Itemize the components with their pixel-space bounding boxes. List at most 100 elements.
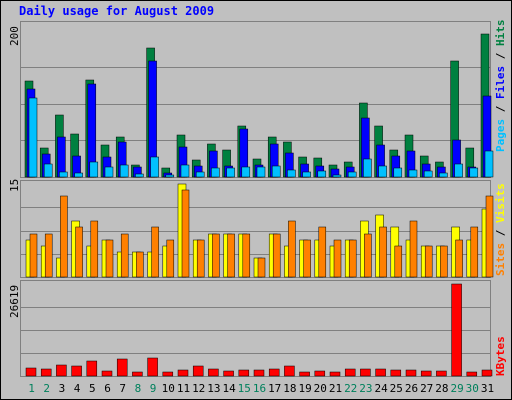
day-label: 2 — [43, 382, 50, 395]
pages-bar — [150, 156, 159, 178]
pages-bar — [256, 166, 266, 178]
pages-bar — [211, 167, 220, 178]
pages-bar — [180, 164, 190, 178]
legend-hits: Hits — [494, 20, 507, 47]
pages-bar — [439, 172, 448, 178]
legend-files: Files — [494, 66, 507, 99]
day-label: 16 — [253, 382, 266, 395]
day-label: 9 — [150, 382, 157, 395]
sites-bar — [364, 233, 372, 278]
legend-panel2: Sites / Visits — [494, 183, 507, 276]
kbytes-bar — [481, 369, 493, 377]
kbytes-bar — [284, 365, 295, 377]
pages-bar — [393, 167, 403, 178]
sites-bar — [136, 251, 144, 278]
day-label: 6 — [104, 382, 111, 395]
sites-bar — [303, 239, 311, 278]
day-label: 19 — [298, 382, 311, 395]
sites-bar — [120, 233, 129, 278]
kbytes-bar — [238, 369, 250, 377]
pages-bar — [347, 171, 357, 178]
sites-bar — [333, 239, 342, 278]
pages-bar — [135, 173, 144, 178]
x-axis-day-labels: 1 2 3 4 5 6 7 8 9 10 11 12 13 14 15 16 17 18 19 20 21 22 23 24 2… — [28, 382, 494, 395]
legend-sites: Sites — [494, 243, 507, 276]
kbytes-bar — [344, 368, 356, 377]
day-label: 3 — [59, 382, 66, 395]
pages-bar — [28, 97, 38, 178]
pages-bar — [165, 174, 175, 178]
legend-visits: Visits — [494, 183, 507, 223]
pages-bar — [195, 171, 205, 178]
day-label: 5 — [89, 382, 96, 395]
pages-bar — [423, 170, 433, 178]
sites-bar — [105, 239, 114, 278]
day-label: 24 — [374, 382, 388, 395]
kbytes-bar — [451, 283, 462, 377]
day-label: 1 — [28, 382, 35, 395]
day-label: 23 — [359, 382, 372, 395]
legend-sep-2: / — [494, 46, 507, 66]
pages-bar — [302, 171, 311, 178]
sites-bar — [440, 245, 448, 278]
day-label: 22 — [344, 382, 357, 395]
day-label: 21 — [329, 382, 342, 395]
sites-bar — [424, 245, 433, 278]
pages-bar — [59, 171, 68, 178]
sites-bar — [379, 226, 387, 278]
pages-bar — [104, 166, 114, 178]
kbytes-bar — [208, 368, 219, 377]
day-label: 27 — [420, 382, 433, 395]
kbytes-bar — [25, 367, 37, 377]
sites-bar — [151, 226, 159, 278]
sites-bar — [409, 220, 418, 278]
legend-kbytes: KBytes — [494, 336, 507, 376]
kbytes-bar — [223, 370, 234, 377]
kbytes-bar — [177, 369, 189, 377]
day-label: 28 — [435, 382, 448, 395]
kbytes-bar — [268, 368, 280, 377]
pages-bar — [119, 164, 129, 178]
kbytes-bar — [101, 370, 113, 377]
kbytes-bar — [329, 371, 341, 377]
day-label: 20 — [314, 382, 327, 395]
day-label: 10 — [162, 382, 175, 395]
pages-bar — [454, 163, 463, 178]
kbytes-panel — [20, 280, 491, 377]
day-label: 30 — [466, 382, 479, 395]
kbytes-bar — [390, 369, 402, 377]
kbytes-bar — [40, 368, 52, 377]
files-bar — [57, 136, 66, 178]
sites-bar — [44, 233, 53, 278]
sites-bar — [227, 233, 235, 278]
kbytes-bar — [192, 365, 204, 377]
day-label: 14 — [222, 382, 236, 395]
legend-sep-3: / — [494, 223, 507, 243]
pages-bar — [241, 166, 251, 178]
kbytes-bar — [405, 369, 417, 377]
kbytes-bar — [162, 371, 174, 377]
kbytes-bar — [253, 369, 265, 377]
day-label: 15 — [238, 382, 251, 395]
kbytes-bar — [420, 370, 432, 377]
pages-bar — [271, 165, 281, 178]
pages-bar — [287, 169, 296, 178]
kbytes-bar — [466, 371, 478, 377]
sites-bar — [318, 226, 327, 278]
pages-bar — [89, 161, 99, 178]
day-label: 7 — [119, 382, 126, 395]
legend-panel1: Pages / Files / Hits — [494, 20, 507, 153]
kbytes-bar — [299, 371, 310, 377]
pages-bar — [378, 165, 387, 178]
day-label: 25 — [390, 382, 403, 395]
sites-bar — [257, 257, 266, 278]
pages-bar — [226, 167, 235, 178]
sites-bar — [485, 195, 494, 278]
pages-bar — [469, 167, 479, 178]
day-label: 17 — [268, 382, 281, 395]
kbytes-bar — [375, 368, 386, 377]
sites-bar — [242, 233, 251, 278]
sites-bar — [288, 220, 296, 278]
pages-bar — [332, 174, 342, 178]
